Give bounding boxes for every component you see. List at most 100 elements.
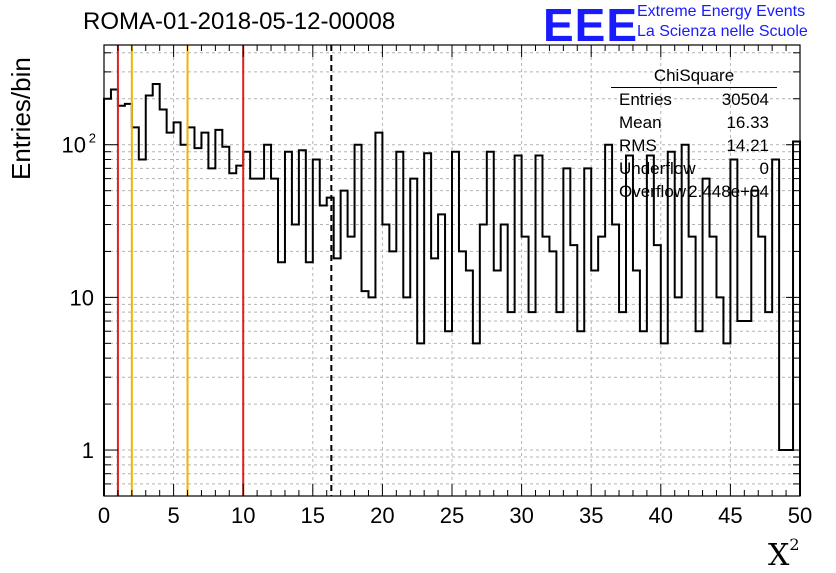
stats-key: Underflow xyxy=(619,159,696,178)
stats-value: 14.21 xyxy=(726,136,769,155)
x-tick-label: 50 xyxy=(788,503,812,528)
stats-value: 30504 xyxy=(721,90,769,109)
histogram-bin xyxy=(320,205,327,496)
histogram-bin xyxy=(737,321,744,496)
histogram-bin xyxy=(501,225,508,496)
stats-title: ChiSquare xyxy=(611,66,777,88)
histogram-bin xyxy=(793,141,800,496)
histogram-bin xyxy=(675,297,682,496)
histogram-bin xyxy=(744,321,751,496)
histogram-bin xyxy=(250,179,257,496)
histogram-bin xyxy=(264,145,271,496)
x-tick-label: 15 xyxy=(301,503,325,528)
x-tick-label: 0 xyxy=(98,503,110,528)
histogram-bin xyxy=(285,152,292,496)
histogram-bin xyxy=(410,179,417,496)
stats-row-rms: RMS 14.21 xyxy=(611,136,777,159)
histogram-bin xyxy=(487,152,494,496)
histogram-bin xyxy=(229,173,236,496)
logo-line-1: Extreme Energy Events xyxy=(637,3,806,20)
histogram-bin xyxy=(139,160,146,496)
histogram-bin xyxy=(612,225,619,496)
histogram-bin xyxy=(452,152,459,496)
stats-value: 0 xyxy=(759,159,769,178)
x-tick-label: 10 xyxy=(231,503,255,528)
histogram-bin xyxy=(292,225,299,496)
histogram-bin xyxy=(118,106,125,496)
histogram-bin xyxy=(772,160,779,496)
histogram-bin xyxy=(125,104,132,496)
reference-lines xyxy=(116,45,333,496)
stats-key: Overflow xyxy=(619,182,687,201)
stats-row-overflow: Overflow 2.448e+04 xyxy=(611,182,777,205)
logo-line-2: La Scienza nelle Scuole xyxy=(637,23,808,40)
histogram-bin xyxy=(696,331,703,496)
histogram-bin xyxy=(654,245,661,496)
x-axis-label: X2 xyxy=(768,535,800,573)
histogram-bin xyxy=(181,145,188,496)
histogram-bin xyxy=(368,297,375,496)
histogram-bin xyxy=(243,152,250,496)
histogram-bin xyxy=(382,225,389,496)
histogram-bin xyxy=(389,251,396,496)
y-tick-exponent: 2 xyxy=(89,131,96,146)
eee-logo: EEE xyxy=(543,0,639,51)
histogram-bin xyxy=(480,225,487,496)
stats-value: 16.33 xyxy=(726,113,769,132)
histogram-bin xyxy=(703,179,710,496)
histogram-bin xyxy=(640,331,647,496)
histogram-bin xyxy=(201,133,208,496)
stats-key: Mean xyxy=(619,113,662,132)
histogram-bin xyxy=(445,331,452,496)
histogram-bin xyxy=(355,145,362,496)
histogram-bin xyxy=(208,168,215,496)
histogram-bin xyxy=(549,251,556,496)
histogram-bin xyxy=(723,343,730,496)
histogram-bin xyxy=(570,245,577,496)
stats-value: 2.448e+04 xyxy=(688,182,769,201)
histogram-bin xyxy=(111,89,118,496)
stats-row-entries: Entries 30504 xyxy=(611,90,777,113)
x-tick-label: 35 xyxy=(579,503,603,528)
histogram-bin xyxy=(327,198,334,496)
x-tick-label: 40 xyxy=(649,503,673,528)
histogram-bin xyxy=(403,297,410,496)
stats-key: RMS xyxy=(619,136,657,155)
histogram-bin xyxy=(153,84,160,496)
histogram-bin xyxy=(584,168,591,496)
y-axis-label: Entries/bin xyxy=(6,57,36,180)
histogram-bin xyxy=(375,133,382,496)
histogram-bin xyxy=(661,343,668,496)
histogram-bin xyxy=(515,155,522,496)
histogram-bin xyxy=(132,127,139,496)
stats-box: ChiSquare Entries 30504 Mean 16.33 RMS 1… xyxy=(611,66,777,205)
histogram-bin xyxy=(730,160,737,496)
histogram-bin xyxy=(313,160,320,496)
histogram-bin xyxy=(424,153,431,496)
x-tick-label: 30 xyxy=(509,503,533,528)
histogram-bin xyxy=(459,251,466,496)
histogram-bin xyxy=(438,214,445,496)
histogram-bin xyxy=(167,133,174,496)
chart-title: ROMA-01-2018-05-12-00008 xyxy=(83,8,396,35)
histogram-bin xyxy=(299,150,306,496)
histogram-series xyxy=(103,82,801,496)
x-tick-label: 25 xyxy=(440,503,464,528)
histogram-bin xyxy=(577,331,584,496)
histogram-outline xyxy=(103,82,801,496)
histogram-bin xyxy=(563,168,570,496)
histogram-bin xyxy=(716,297,723,496)
histogram-bin xyxy=(194,148,201,496)
stats-row-mean: Mean 16.33 xyxy=(611,113,777,136)
histogram-bin xyxy=(215,130,222,496)
histogram-bin xyxy=(626,155,633,496)
y-tick-label: 10 xyxy=(62,133,86,158)
x-tick-label: 5 xyxy=(167,503,179,528)
histogram-bin xyxy=(417,343,424,496)
histogram-bin xyxy=(473,343,480,496)
x-tick-label: 20 xyxy=(370,503,394,528)
histogram-bin xyxy=(146,96,153,496)
histogram-bin xyxy=(160,110,167,496)
histogram-bin xyxy=(536,155,543,496)
